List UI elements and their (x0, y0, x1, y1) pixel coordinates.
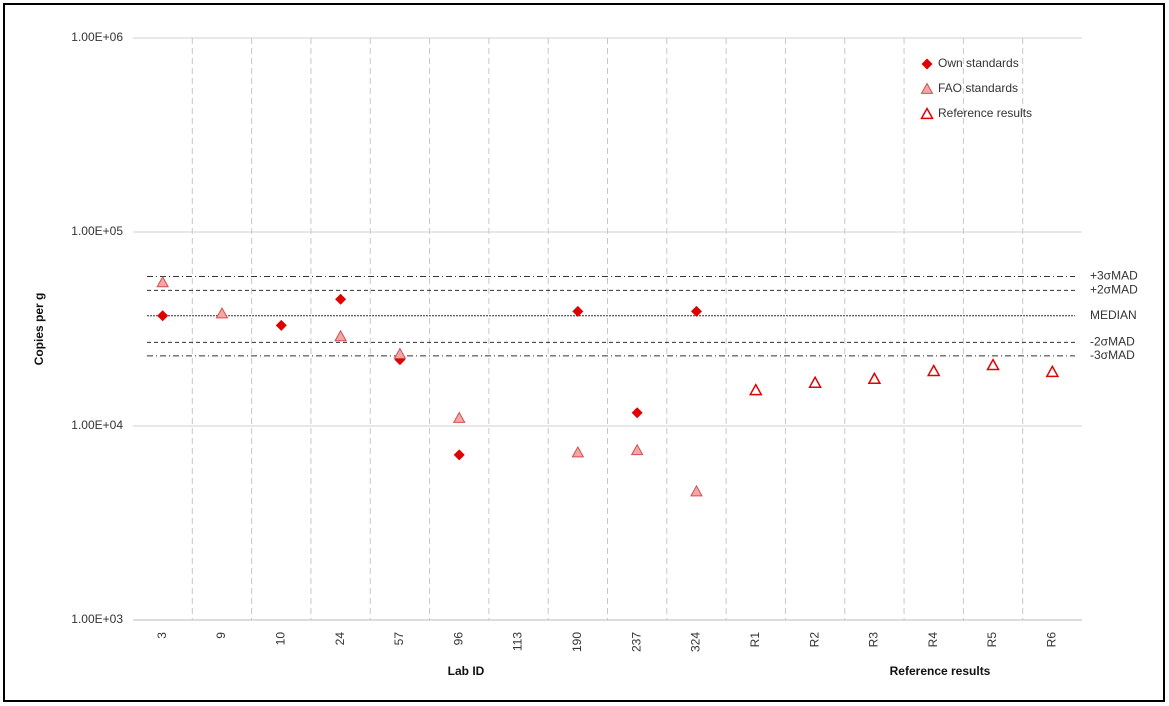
triangle-marker (571, 445, 585, 458)
x-tick-label: 113 (511, 632, 525, 651)
triangle-marker (630, 443, 644, 456)
triangle-marker (393, 347, 407, 359)
x-tick-label: R3 (867, 632, 881, 648)
x-tick-label: R2 (807, 632, 821, 648)
x-tick-label: 3 (155, 632, 169, 639)
triangle-marker (334, 329, 347, 342)
frame (3, 3, 1165, 702)
diamond-marker (157, 310, 169, 322)
x-tick-label: R1 (748, 632, 762, 648)
open-triangle-marker (1045, 364, 1060, 378)
diamond-marker (335, 293, 347, 305)
diamond-marker (631, 407, 643, 419)
y-tick-label: 1.00E+05 (71, 224, 123, 238)
reference-label: -2σMAD (1090, 334, 1135, 348)
open-triangle-marker (749, 383, 763, 396)
triangle-marker (920, 82, 934, 94)
x-tick-label: 324 (689, 632, 703, 652)
legend-label: Own standards (938, 56, 1019, 70)
x-tick-label: R4 (926, 632, 940, 648)
diamond-marker (921, 58, 933, 70)
open-triangle-marker (920, 106, 934, 120)
x-axis-title-secondary: Reference results (890, 664, 991, 678)
x-tick-label: 9 (214, 632, 228, 639)
diamond-marker (690, 305, 702, 317)
x-tick-label: R5 (985, 632, 999, 648)
x-tick-label: 237 (629, 632, 643, 652)
diamond-marker (453, 449, 465, 461)
x-tick-label: 57 (392, 632, 406, 646)
x-tick-label: 10 (273, 632, 287, 646)
reference-label: +2σMAD (1090, 283, 1138, 297)
reference-label: +3σMAD (1090, 269, 1138, 283)
y-tick-label: 1.00E+03 (71, 612, 123, 626)
open-triangle-marker (867, 371, 882, 385)
open-triangle-marker (986, 358, 1000, 371)
triangle-marker (215, 306, 229, 319)
legend-label: FAO standards (938, 81, 1018, 95)
open-triangle-marker (808, 375, 822, 388)
triangle-marker (690, 484, 703, 497)
x-tick-label: R6 (1045, 632, 1059, 648)
diamond-marker (275, 319, 287, 331)
x-tick-label: 24 (333, 632, 347, 646)
y-tick-label: 1.00E+06 (71, 30, 123, 44)
legend-label: Reference results (938, 106, 1032, 120)
open-triangle-marker (926, 363, 941, 377)
x-tick-label: 190 (570, 632, 584, 652)
x-tick-label: 96 (451, 632, 465, 646)
reference-label: MEDIAN (1090, 308, 1137, 322)
diamond-marker (572, 305, 584, 317)
triangle-marker (156, 275, 170, 288)
reference-label: -3σMAD (1090, 348, 1135, 362)
y-axis-title: Copies per g (32, 293, 46, 366)
triangle-marker (452, 411, 466, 423)
x-axis-title: Lab ID (448, 664, 485, 678)
y-tick-label: 1.00E+04 (71, 418, 123, 432)
